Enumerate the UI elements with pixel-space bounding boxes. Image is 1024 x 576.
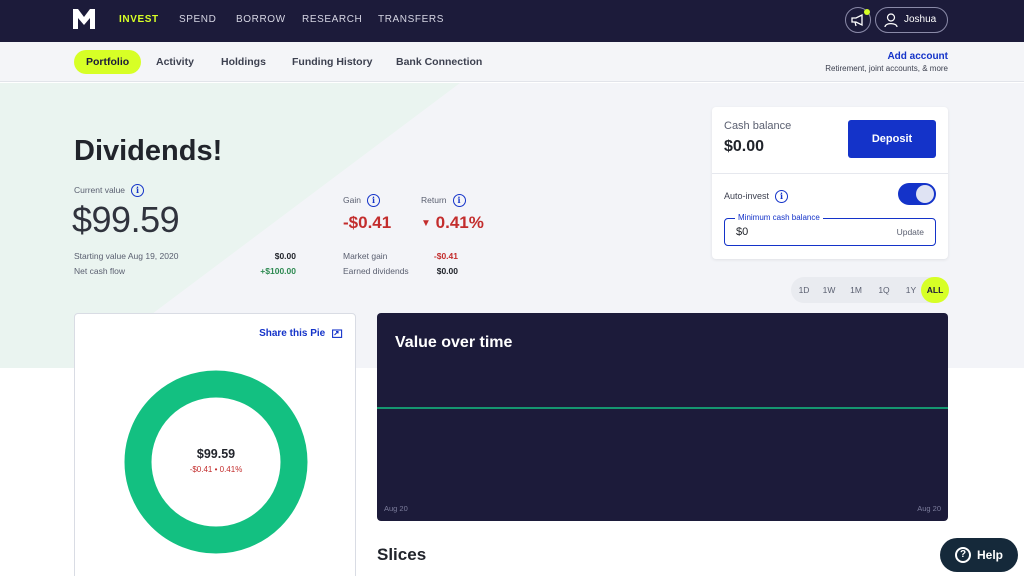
sub-navigation: Portfolio Activity Holdings Funding Hist…: [0, 42, 1024, 82]
tab-activity[interactable]: Activity: [156, 56, 194, 68]
nav-invest[interactable]: INVEST: [119, 14, 159, 25]
auto-invest-row: Auto-invest i: [724, 190, 789, 203]
nav-borrow[interactable]: BORROW: [236, 14, 286, 25]
share-icon: [332, 329, 343, 339]
help-button[interactable]: ? Help: [940, 538, 1018, 572]
info-icon[interactable]: i: [131, 184, 145, 197]
user-icon: [884, 13, 898, 28]
range-1m[interactable]: 1M: [850, 285, 862, 295]
cash-balance-card: Cash balance $0.00 Deposit Auto-invest i …: [712, 107, 948, 259]
range-1d[interactable]: 1D: [798, 285, 810, 295]
info-icon[interactable]: i: [366, 194, 380, 207]
pie-center-value: $99.59: [196, 447, 236, 461]
tab-bank-connection[interactable]: Bank Connection: [396, 56, 483, 68]
market-gain: -$0.41: [433, 251, 458, 261]
x-axis-end-label: Aug 20: [917, 504, 941, 513]
net-cash-flow-label: Net cash flow: [74, 266, 126, 276]
nav-research[interactable]: RESEARCH: [302, 14, 363, 25]
time-range-selector: 1D 1W 1M 1Q 1Y ALL: [791, 277, 949, 303]
divider: [712, 173, 948, 174]
share-pie-label[interactable]: Share this Pie: [259, 328, 326, 339]
update-button[interactable]: Update: [896, 227, 924, 237]
auto-invest-toggle[interactable]: [898, 183, 936, 205]
nav-transfers[interactable]: TRANSFERS: [378, 14, 444, 25]
add-account-link[interactable]: Add account Retirement, joint accounts, …: [825, 51, 948, 73]
tab-holdings[interactable]: Holdings: [221, 56, 266, 68]
tab-funding-history[interactable]: Funding History: [292, 56, 373, 68]
starting-value: $0.00: [274, 251, 296, 261]
return-heading: Return i: [421, 194, 466, 207]
pie-ring[interactable]: [123, 369, 309, 555]
toggle-knob: [916, 185, 934, 203]
user-menu-button[interactable]: Joshua: [875, 7, 948, 33]
current-value-label: Current value: [74, 184, 126, 195]
range-all[interactable]: ALL: [921, 277, 949, 303]
earned-dividends: $0.00: [436, 266, 458, 276]
chart-title: Value over time: [395, 334, 513, 351]
cash-balance-label: Cash balance: [724, 120, 792, 132]
market-gain-label: Market gain: [343, 251, 388, 261]
current-value: $99.59: [72, 199, 180, 240]
user-name: Joshua: [904, 14, 937, 25]
return-value-group: ▼ 0.41%: [421, 213, 484, 233]
top-navigation: INVEST SPEND BORROW RESEARCH TRANSFERS J…: [0, 0, 1024, 42]
question-icon: ?: [955, 547, 971, 563]
starting-value-label: Starting value Aug 19, 2020: [74, 251, 179, 261]
info-icon[interactable]: i: [775, 190, 789, 203]
x-axis-start-label: Aug 20: [384, 504, 408, 513]
earned-dividends-label: Earned dividends: [343, 266, 409, 276]
pie-center-change: -$0.41 • 0.41%: [189, 465, 243, 474]
minimum-cash-balance-label: Minimum cash balance: [735, 213, 823, 222]
share-pie-link[interactable]: Share this Pie: [259, 328, 343, 339]
minimum-cash-balance-input[interactable]: $0: [736, 226, 749, 238]
minimum-cash-balance-field[interactable]: Minimum cash balance $0 Update: [724, 213, 936, 246]
deposit-button[interactable]: Deposit: [848, 120, 936, 158]
help-label: Help: [977, 548, 1004, 562]
m1-logo[interactable]: [73, 9, 95, 29]
pie-card: Share this Pie $99.59 -$0.41 • 0.41%: [74, 313, 356, 576]
cash-balance-value: $0.00: [724, 138, 765, 155]
range-1y[interactable]: 1Y: [905, 285, 917, 295]
add-account-subtext: Retirement, joint accounts, & more: [825, 64, 948, 73]
chart-canvas[interactable]: [377, 313, 948, 521]
info-icon[interactable]: i: [452, 194, 466, 207]
megaphone-icon: [851, 14, 863, 27]
notification-dot: [864, 9, 870, 15]
add-account-label[interactable]: Add account: [887, 51, 948, 62]
gain-value: -$0.41: [343, 213, 392, 232]
range-1w[interactable]: 1W: [822, 285, 836, 295]
slices-heading: Slices: [377, 545, 427, 564]
return-label: Return: [421, 194, 447, 205]
net-cash-flow: +$100.00: [260, 266, 296, 276]
auto-invest-label: Auto-invest: [724, 190, 770, 201]
announcements-button[interactable]: [845, 7, 871, 33]
gain-label: Gain: [343, 194, 361, 205]
value-over-time-chart: Value over time Aug 20 Aug 20: [377, 313, 948, 521]
current-value-heading: Current value i: [74, 184, 145, 197]
return-value: 0.41%: [435, 213, 484, 232]
nav-spend[interactable]: SPEND: [179, 14, 217, 25]
down-triangle-icon: ▼: [421, 218, 431, 230]
page-title: Dividends!: [74, 135, 223, 167]
tab-portfolio[interactable]: Portfolio: [74, 50, 142, 74]
gain-heading: Gain i: [343, 194, 380, 207]
range-1q[interactable]: 1Q: [878, 285, 890, 295]
